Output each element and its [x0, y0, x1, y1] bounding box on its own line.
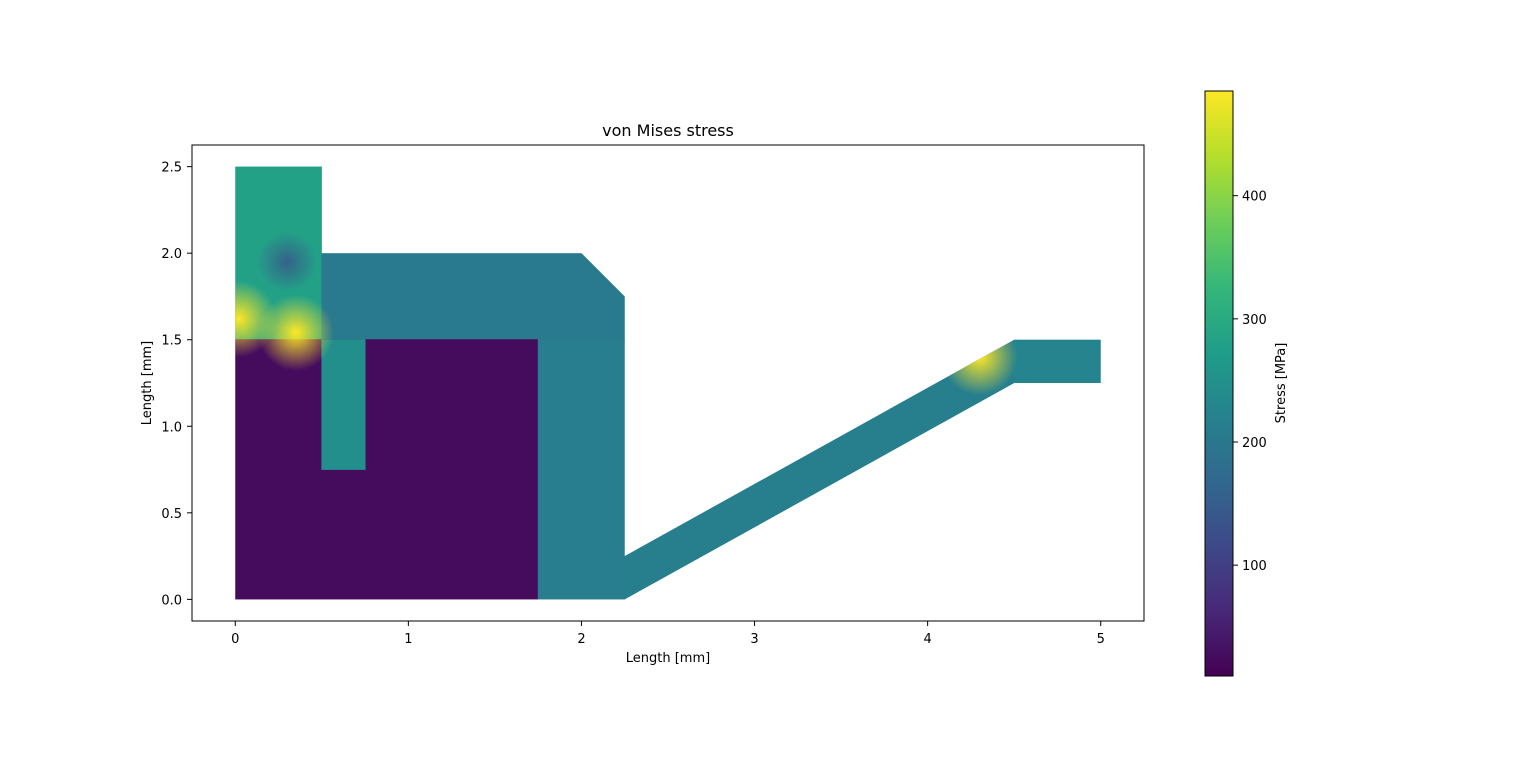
y-tick-label: 1.5: [161, 334, 182, 349]
y-tick-label: 2.5: [161, 161, 182, 176]
y-tick-label: 0.0: [161, 593, 182, 608]
stress-region-2: [235, 339, 539, 600]
stress-region-3: [321, 339, 366, 470]
x-tick-label: 2: [577, 632, 585, 647]
y-tick-label: 1.0: [161, 420, 182, 435]
stress-field: [235, 166, 1101, 600]
colorbar: [1204, 90, 1234, 677]
stress-hotspot-2: [257, 231, 318, 292]
x-axis-label: Length [mm]: [626, 651, 710, 666]
y-axis-ticks: 0.0 0.5 1.0 1.5 2.0 2.5: [161, 161, 192, 608]
chart-title: von Mises stress: [602, 121, 734, 140]
colorbar-tick-label: 400: [1242, 190, 1267, 205]
y-tick-label: 2.0: [161, 247, 182, 262]
x-tick-label: 0: [231, 632, 239, 647]
colorbar-tick-label: 100: [1242, 559, 1267, 574]
colorbar-tick-label: 200: [1242, 436, 1267, 451]
stress-hotspot-1: [257, 294, 334, 371]
colorbar-ticks: 100 200 300 400: [1233, 190, 1267, 574]
colorbar-tick-label: 300: [1242, 313, 1267, 328]
axes-frame: [191, 144, 1145, 622]
x-tick-label: 1: [404, 632, 412, 647]
y-tick-label: 0.5: [161, 507, 182, 522]
x-axis-ticks: 0 1 2 3 4 5: [231, 621, 1105, 647]
y-axis-label: Length [mm]: [140, 341, 155, 425]
x-tick-label: 3: [750, 632, 758, 647]
stress-hotspot-0: [235, 280, 277, 357]
colorbar-label: Stress [MPa]: [1274, 343, 1289, 424]
x-tick-label: 5: [1097, 632, 1105, 647]
x-tick-label: 4: [923, 632, 931, 647]
stress-region-4: [537, 339, 626, 600]
stress-region-6: [1013, 339, 1101, 384]
